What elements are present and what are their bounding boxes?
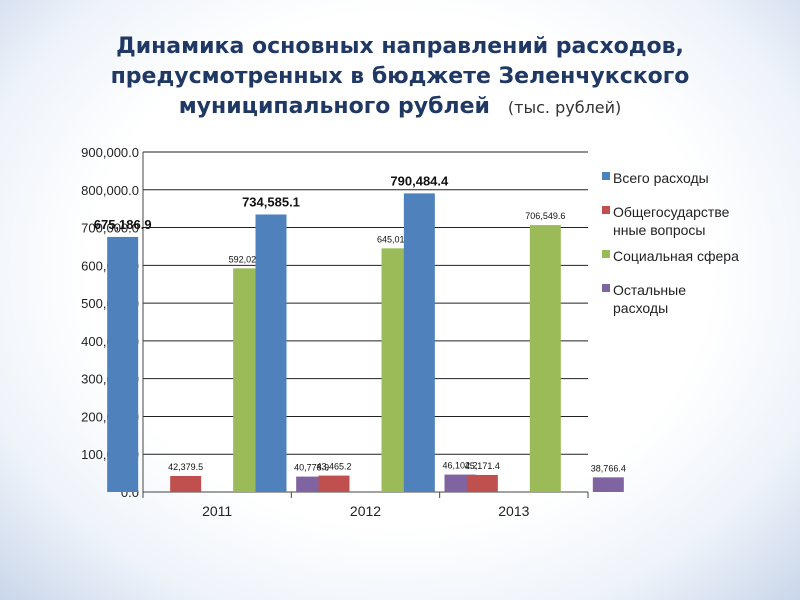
data-label: 592,028.5 (229, 254, 269, 264)
data-label: 45,171.4 (465, 461, 500, 471)
data-label: 790,484.4 (390, 173, 449, 188)
legend-swatch (602, 172, 610, 180)
legend-label: Социальная сфера (613, 248, 739, 264)
legend-label: Общегосударстве (613, 204, 730, 220)
data-label: 675,186.9 (94, 217, 152, 232)
units-label: (тыс. рублей) (507, 98, 622, 117)
data-label: 706,549.6 (525, 211, 565, 221)
bar (318, 475, 350, 492)
x-tick-label: 2012 (350, 503, 381, 519)
x-tick-label: 2013 (498, 503, 529, 519)
y-tick-label: 900,000.0 (81, 145, 139, 160)
legend-swatch (602, 284, 610, 292)
title-line-1: Динамика основных направлений расходов, (116, 34, 684, 59)
data-label: 38,766.4 (591, 463, 626, 473)
y-tick-label: 800,000.0 (81, 183, 139, 198)
legend-label: Всего расходы (613, 170, 709, 186)
bar (466, 474, 498, 492)
legend-label: расходы (613, 300, 668, 316)
bar (255, 214, 287, 493)
legend-swatch (602, 206, 610, 214)
data-label: 40,778.9 (294, 463, 329, 473)
y-tick-label: 700,000.0 (81, 221, 139, 236)
data-label: 46,102.2 (442, 461, 477, 471)
x-tick-label: 2011 (202, 503, 232, 519)
data-label: 42,379.5 (168, 462, 203, 472)
title-line-2: предусмотренных в бюджете Зеленчукского (110, 64, 690, 89)
title-line-3-text: муниципального рублей (178, 94, 490, 119)
legend-label: Остальные (613, 282, 686, 298)
bar (592, 477, 624, 492)
legend-label: нные вопросы (613, 222, 705, 238)
data-label: 734,585.1 (242, 194, 300, 209)
chart-title: Динамика основных направлений расходов, … (40, 32, 760, 123)
bar (170, 475, 202, 492)
bar (529, 225, 561, 492)
bar (403, 193, 435, 492)
bar (107, 236, 139, 492)
title-line-3: муниципального рублей (тыс. рублей) (40, 92, 760, 123)
data-label: 43,465.2 (316, 462, 351, 472)
data-label: 645,017.7 (377, 234, 417, 244)
legend-swatch (602, 250, 610, 258)
